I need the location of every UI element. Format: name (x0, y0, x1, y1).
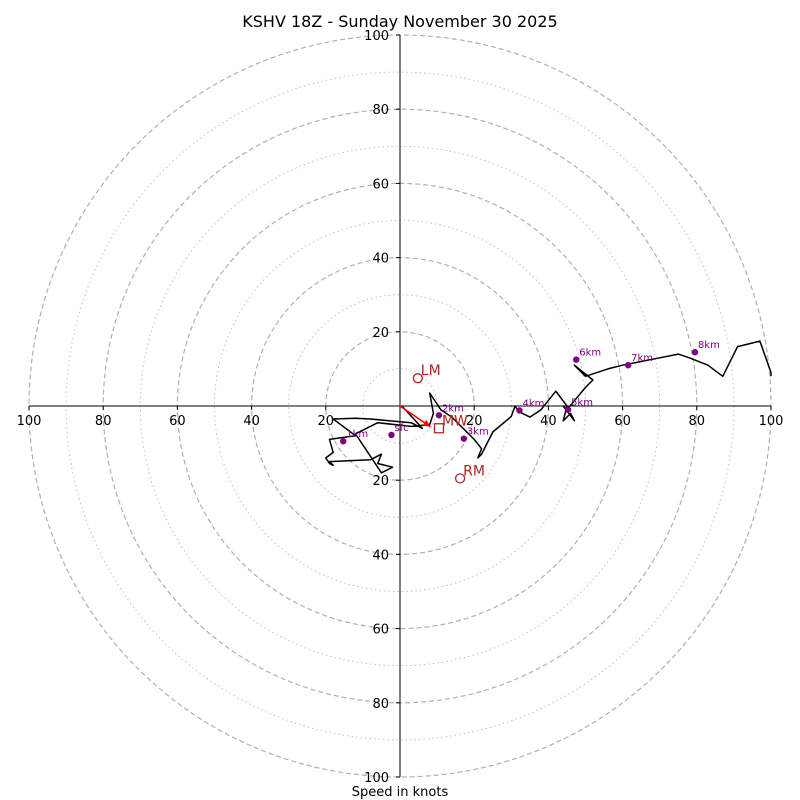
y-tick-label: 80 (372, 103, 389, 118)
height-label-3km: 3km (467, 427, 489, 438)
shear-vector (399, 405, 431, 428)
height-point-8km (691, 349, 699, 356)
x-tick-label: 20 (466, 414, 483, 429)
height-label-1km: 1km (346, 429, 368, 440)
storm-label-rm: RM (463, 463, 485, 479)
storm-marker-mw (433, 423, 445, 434)
height-point-4km (516, 407, 523, 414)
x-tick-label: 60 (614, 414, 631, 429)
height-label-8km: 8km (698, 340, 720, 351)
x-tick-label: 80 (689, 414, 706, 429)
y-tick-label: 80 (372, 697, 389, 712)
storm-label-mw: MW (442, 413, 468, 429)
height-label-5km: 5km (571, 398, 593, 409)
height-label-6km: 6km (579, 348, 601, 359)
height-point-5km (564, 406, 572, 413)
storm-marker-lm (412, 373, 423, 384)
y-tick-label: 100 (364, 29, 389, 44)
x-tick-label: 40 (540, 414, 557, 429)
height-point-2km (435, 412, 443, 419)
height-point-7km (624, 361, 632, 369)
x-tick-label: 40 (243, 414, 260, 429)
y-tick-label: 40 (372, 548, 389, 563)
y-tick-label: 60 (372, 177, 389, 192)
x-tick-label: 100 (759, 414, 784, 429)
y-tick-label: 20 (372, 326, 389, 341)
y-tick-label: 40 (372, 252, 389, 267)
hodograph-trace (325, 340, 772, 474)
x-tick-label: 80 (95, 414, 112, 429)
height-point-1km (340, 438, 347, 445)
hodograph-trace-line (325, 340, 772, 474)
x-tick-labels: 100 80 60 40 20 20 40 60 80 100 (17, 406, 784, 429)
height-label-4km: 4km (522, 398, 544, 409)
y-tick-label: 20 (372, 474, 389, 489)
y-tick-label: 60 (372, 623, 389, 638)
y-tick-labels: 100 80 60 40 20 20 40 60 80 100 (364, 29, 400, 786)
shear-vector-arrowhead (422, 419, 431, 427)
x-tick-label: 60 (169, 414, 186, 429)
x-tick-label: 100 (17, 414, 42, 429)
chart-title: KSHV 18Z - Sunday November 30 2025 (242, 12, 557, 31)
x-axis-label: Speed in knots (352, 785, 449, 800)
height-label-sfc: sfc (394, 423, 408, 434)
storm-motion-markers: LM RM MW (412, 363, 485, 484)
storm-label-lm: LM (421, 363, 441, 379)
storm-marker-rm (454, 473, 466, 484)
y-tick-label: 100 (364, 771, 389, 786)
height-points: 1km sfc 2km 3km 4km 5km 6km 7km 8km (340, 340, 720, 445)
height-point-6km (573, 356, 580, 363)
height-label-7km: 7km (631, 353, 653, 364)
height-point-3km (460, 435, 468, 442)
height-point-sfc (388, 431, 395, 439)
height-label-2km: 2km (442, 403, 464, 414)
x-tick-label: 20 (318, 414, 335, 429)
